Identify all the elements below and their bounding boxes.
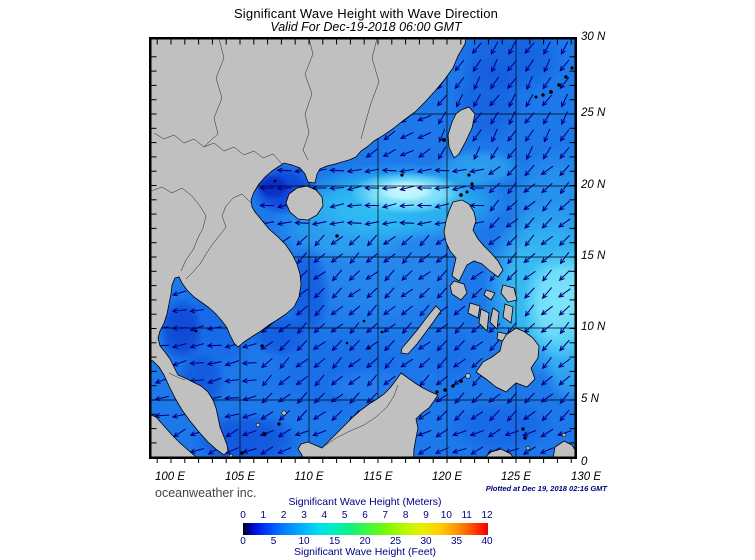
degree-ticks <box>151 39 575 463</box>
feet-tick-label: 20 <box>359 536 371 547</box>
latitude-label: 20 N <box>581 179 606 191</box>
legend-title-meters: Significant Wave Height (Meters) <box>288 496 442 508</box>
longitude-label: 105 E <box>224 471 256 483</box>
longitude-label: 110 E <box>294 471 324 483</box>
map-clip-group <box>151 39 575 457</box>
meters-tick-label: 11 <box>461 510 472 521</box>
land-layer <box>151 39 575 457</box>
plotted-timestamp: Plotted at Dec 19, 2018 02:16 GMT <box>485 484 607 493</box>
longitude-label: 125 E <box>500 471 532 483</box>
meters-tick-label: 3 <box>301 510 307 521</box>
valid-time-subtitle: Valid For Dec-19-2018 06:00 GMT <box>270 20 462 34</box>
feet-tick-label: 15 <box>328 536 341 547</box>
meters-tick-label: 12 <box>481 510 493 521</box>
latitude-label: 10 N <box>581 321 606 333</box>
meters-tick-label: 1 <box>260 510 267 521</box>
latitude-label: 15 N <box>581 250 606 262</box>
meters-tick-label: 10 <box>440 510 452 521</box>
meters-tick-label: 4 <box>321 510 328 521</box>
meters-tick-label: 9 <box>423 510 429 521</box>
longitude-label: 115 E <box>363 471 393 483</box>
feet-tick-label: 30 <box>420 536 432 547</box>
page-title: Significant Wave Height with Wave Direct… <box>233 6 499 21</box>
island-dots <box>194 66 574 457</box>
meters-tick-label: 6 <box>362 510 368 521</box>
feet-tick-label: 5 <box>270 536 277 547</box>
feet-tick-label: 40 <box>481 536 493 547</box>
map-frame <box>149 37 577 459</box>
feet-tick-label: 25 <box>389 536 402 547</box>
feet-tick-label: 35 <box>450 536 463 547</box>
wave-height-colorbar <box>243 523 488 535</box>
meters-tick-label: 7 <box>382 510 389 521</box>
latitude-label: 25 N <box>581 107 606 119</box>
longitude-label: 130 E <box>570 471 602 483</box>
longitude-label: 100 E <box>154 471 186 483</box>
credit-oceanweather: oceanweather inc. <box>155 486 257 500</box>
legend-title-feet: Significant Wave Height (Feet) <box>293 546 436 558</box>
map-canvas <box>149 37 577 463</box>
feet-tick-label: 0 <box>240 536 246 547</box>
latitude-label: 30 N <box>581 31 606 43</box>
latitude-label: 0 <box>581 456 588 468</box>
meters-tick-label: 5 <box>341 510 348 521</box>
longitude-label: 120 E <box>431 471 463 483</box>
feet-tick-label: 10 <box>298 536 310 547</box>
country-borders <box>151 39 399 448</box>
meters-tick-label: 0 <box>240 510 246 521</box>
wave-map-svg <box>149 37 577 463</box>
meters-tick-label: 8 <box>402 510 409 521</box>
wave-direction-arrows <box>154 41 572 455</box>
latitude-label: 5 N <box>581 393 599 405</box>
meters-tick-label: 2 <box>280 510 287 521</box>
